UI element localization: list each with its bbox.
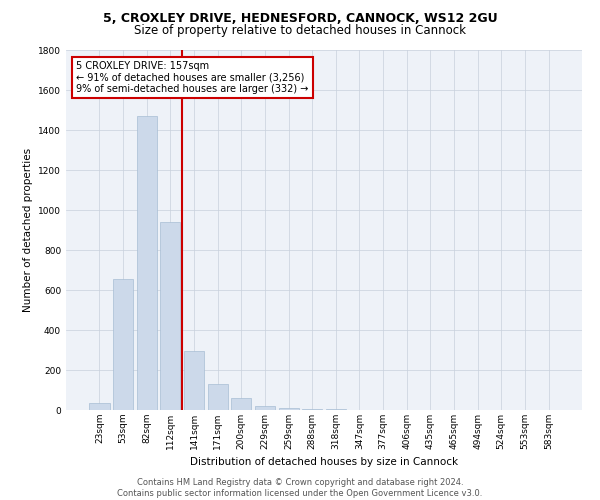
Bar xyxy=(160,222,181,410)
Text: 5 CROXLEY DRIVE: 157sqm
← 91% of detached houses are smaller (3,256)
9% of semi-: 5 CROXLEY DRIVE: 157sqm ← 91% of detache… xyxy=(76,61,308,94)
Bar xyxy=(302,409,322,410)
Bar xyxy=(89,403,110,410)
Text: Contains HM Land Registry data © Crown copyright and database right 2024.
Contai: Contains HM Land Registry data © Crown c… xyxy=(118,478,482,498)
Bar xyxy=(137,116,157,410)
Bar xyxy=(231,398,251,410)
Bar xyxy=(208,384,228,410)
Bar xyxy=(278,408,299,410)
Text: 5, CROXLEY DRIVE, HEDNESFORD, CANNOCK, WS12 2GU: 5, CROXLEY DRIVE, HEDNESFORD, CANNOCK, W… xyxy=(103,12,497,26)
Bar xyxy=(255,406,275,410)
Y-axis label: Number of detached properties: Number of detached properties xyxy=(23,148,32,312)
Bar xyxy=(113,279,133,410)
X-axis label: Distribution of detached houses by size in Cannock: Distribution of detached houses by size … xyxy=(190,458,458,468)
Bar xyxy=(184,351,204,410)
Text: Size of property relative to detached houses in Cannock: Size of property relative to detached ho… xyxy=(134,24,466,37)
